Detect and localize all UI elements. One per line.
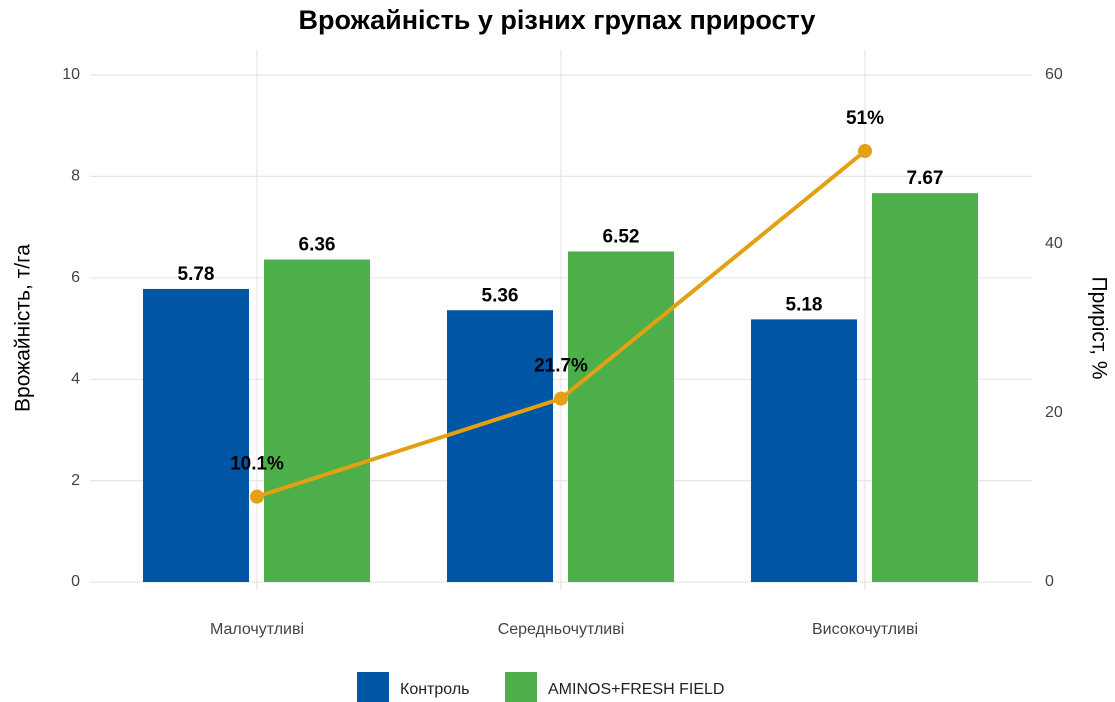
y-axis-label: Врожайність, т/га	[12, 244, 35, 412]
y-tick-label: 0	[71, 573, 80, 590]
growth-label: 21.7%	[534, 356, 588, 377]
bar-value-label: 6.52	[603, 226, 640, 247]
bar	[751, 319, 857, 582]
legend-label: Контроль	[400, 681, 470, 698]
y-tick-label: 4	[71, 370, 80, 387]
bar-value-label: 7.67	[907, 168, 944, 189]
bar-value-label: 5.78	[178, 264, 215, 285]
growth-label: 51%	[846, 108, 884, 129]
legend-label: AMINOS+FRESH FIELD	[548, 681, 724, 698]
x-tick-label: Малочутливі	[210, 621, 304, 638]
y2-tick-label: 60	[1045, 66, 1063, 83]
growth-point	[554, 391, 568, 406]
y2-axis-label: Приріст, %	[1087, 277, 1110, 380]
bar	[568, 251, 674, 582]
growth-point	[250, 489, 264, 504]
bar	[264, 259, 370, 582]
legend-swatch	[505, 672, 537, 702]
growth-label: 10.1%	[230, 454, 284, 475]
bar-value-label: 6.36	[299, 235, 336, 256]
x-tick-label: Високочутливі	[812, 621, 918, 638]
y2-tick-label: 0	[1045, 573, 1054, 590]
y-tick-label: 2	[71, 472, 80, 489]
y2-tick-label: 40	[1045, 235, 1063, 252]
y-tick-label: 10	[62, 66, 80, 83]
bar	[872, 193, 978, 583]
chart-title: Врожайність у різних групах приросту	[299, 5, 816, 35]
y2-tick-label: 20	[1045, 404, 1063, 421]
x-tick-label: Середньочутливі	[498, 621, 625, 638]
bar-value-label: 5.18	[786, 294, 823, 315]
bar-value-label: 5.36	[482, 285, 519, 306]
bar	[447, 310, 553, 582]
growth-point	[858, 144, 872, 159]
y-tick-label: 8	[71, 168, 80, 185]
y-tick-label: 6	[71, 269, 80, 286]
bar	[143, 288, 249, 582]
legend-swatch	[357, 672, 389, 702]
